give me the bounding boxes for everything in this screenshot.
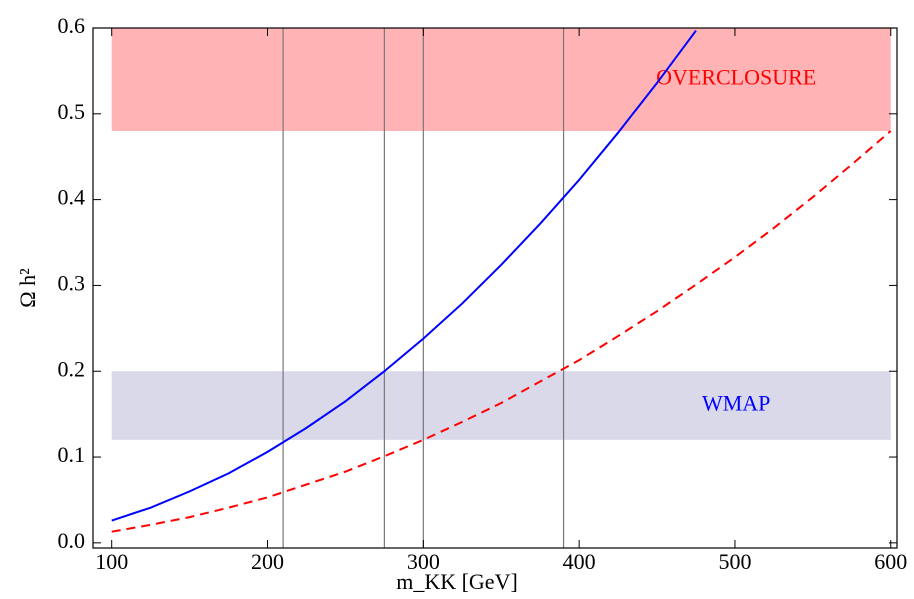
band [111, 371, 891, 440]
y-tick-label: 0.0 [58, 528, 86, 553]
curve [111, 29, 697, 522]
x-tick-label: 400 [563, 549, 596, 574]
y-tick-label: 0.4 [58, 185, 86, 210]
y-tick-label: 0.2 [58, 356, 86, 381]
band-label: WMAP [702, 391, 770, 416]
y-tick-label: 0.5 [58, 99, 86, 124]
y-tick-label: 0.6 [58, 13, 86, 38]
x-tick-label: 300 [407, 549, 440, 574]
x-tick-label: 600 [874, 549, 907, 574]
band-label: OVERCLOSURE [656, 65, 816, 90]
curve [111, 130, 892, 533]
band [111, 28, 891, 131]
x-tick-label: 500 [718, 549, 751, 574]
y-axis-label: Ω h² [15, 268, 40, 308]
plot-frame [92, 27, 898, 549]
x-tick-label: 100 [95, 549, 128, 574]
x-axis-label: m_KK [GeV] [396, 569, 518, 594]
x-tick-label: 200 [251, 549, 284, 574]
y-tick-label: 0.1 [58, 442, 86, 467]
y-tick-label: 0.3 [58, 270, 86, 295]
